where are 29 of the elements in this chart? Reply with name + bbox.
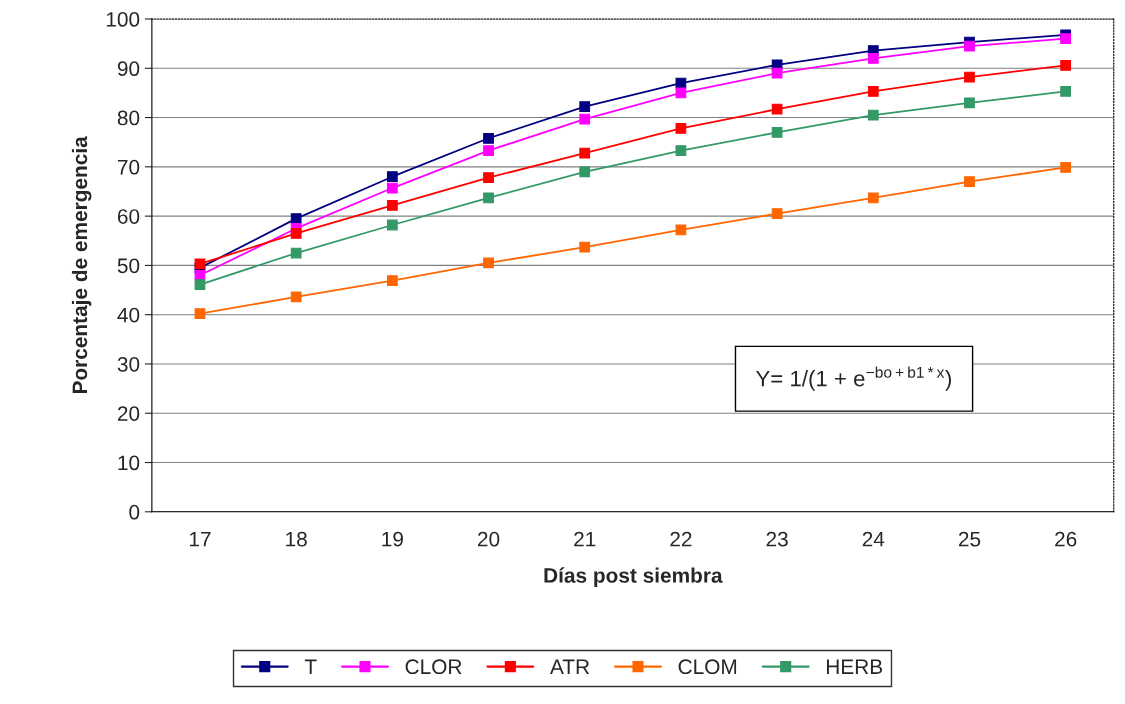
y-tick-label: 40 <box>117 307 140 323</box>
x-tick-label: 22 <box>670 531 692 547</box>
y-tick-label: 30 <box>117 356 140 372</box>
y-tick-label: 60 <box>117 209 140 224</box>
x-tick-label: 24 <box>862 531 885 547</box>
y-tick-label: 80 <box>117 110 140 126</box>
x-tick-label: 20 <box>477 531 500 547</box>
x-tick-label: 21 <box>574 531 596 547</box>
x-tick-label: 19 <box>382 531 403 547</box>
y-tick-label: 90 <box>117 61 140 77</box>
x-tick-label: 18 <box>286 531 307 547</box>
legend-label: CLOR <box>405 659 462 675</box>
y-tick-label: 100 <box>106 12 140 27</box>
legend-label: ATR <box>549 659 590 674</box>
legend-label: CLOM <box>678 659 737 675</box>
y-tick-label: 0 <box>129 504 140 520</box>
legend-label: HERB <box>826 659 883 674</box>
y-tick-label: 50 <box>117 258 140 274</box>
x-tick-label: 26 <box>1055 531 1077 547</box>
annotation: Y= 1/(1 + e$^{−bo+b1*x}$) <box>755 366 952 391</box>
legend-label: T <box>304 659 317 674</box>
x-tick-label: 17 <box>189 532 211 547</box>
y-tick-label: 10 <box>118 455 140 471</box>
x-axis-title: Días post siembra <box>544 567 723 587</box>
x-tick-label: 25 <box>958 531 981 547</box>
x-tick-label: 23 <box>766 531 788 547</box>
y-tick-label: 20 <box>117 406 140 421</box>
y-axis-title: Porcentaje de emergencia <box>71 136 92 394</box>
y-tick-label: 70 <box>117 159 140 175</box>
